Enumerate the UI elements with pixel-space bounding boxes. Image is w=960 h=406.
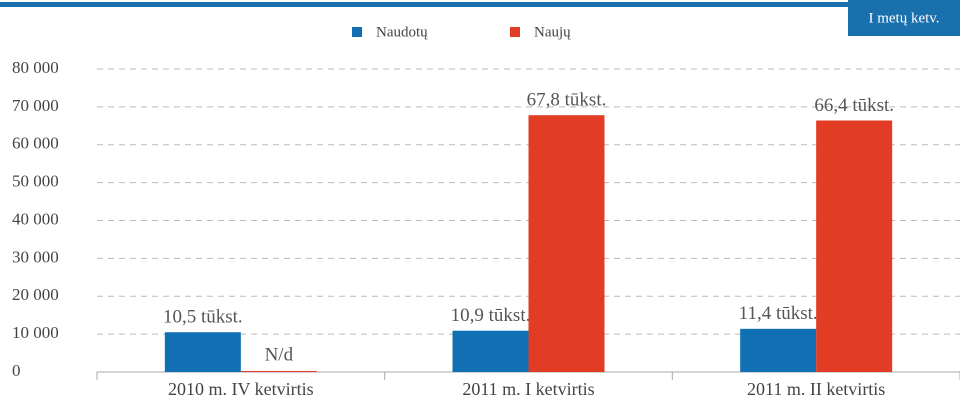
value-label: 10,5 tūkst. xyxy=(163,307,243,328)
x-tick-label: 2010 m. IV ketvirtis xyxy=(168,379,314,399)
badge-box xyxy=(848,0,960,36)
y-tick-label: 80 000 xyxy=(12,58,59,77)
bar xyxy=(240,371,317,372)
y-tick-label: 20 000 xyxy=(12,285,59,304)
bar xyxy=(740,328,817,372)
x-tick-label: 2011 m. II ketvirtis xyxy=(747,379,885,399)
bar xyxy=(452,330,529,372)
y-tick-label: 50 000 xyxy=(12,172,59,191)
badge: I metų ketv. xyxy=(868,10,939,26)
x-tick-label: 2011 m. I ketvirtis xyxy=(462,379,594,399)
y-tick-label: 60 000 xyxy=(12,134,59,153)
top-bar xyxy=(0,2,960,7)
legend-swatch xyxy=(352,27,362,37)
y-tick-label: 40 000 xyxy=(12,209,59,228)
value-label: 10,9 tūkst. xyxy=(451,305,531,326)
y-tick-label: 0 xyxy=(12,361,21,380)
y-tick-label: 30 000 xyxy=(12,247,59,266)
bar xyxy=(164,332,241,372)
value-label: 11,4 tūkst. xyxy=(739,303,818,324)
value-label: 67,8 tūkst. xyxy=(527,90,607,111)
bar xyxy=(528,115,605,373)
bar xyxy=(816,120,893,372)
y-tick-label: 10 000 xyxy=(12,323,59,342)
legend-label: Naudotų xyxy=(376,24,428,40)
legend-label: Naujų xyxy=(534,24,571,40)
y-tick-label: 70 000 xyxy=(12,96,59,115)
value-label: N/d xyxy=(265,344,294,365)
legend-swatch xyxy=(510,27,520,37)
value-label: 66,4 tūkst. xyxy=(814,95,894,116)
